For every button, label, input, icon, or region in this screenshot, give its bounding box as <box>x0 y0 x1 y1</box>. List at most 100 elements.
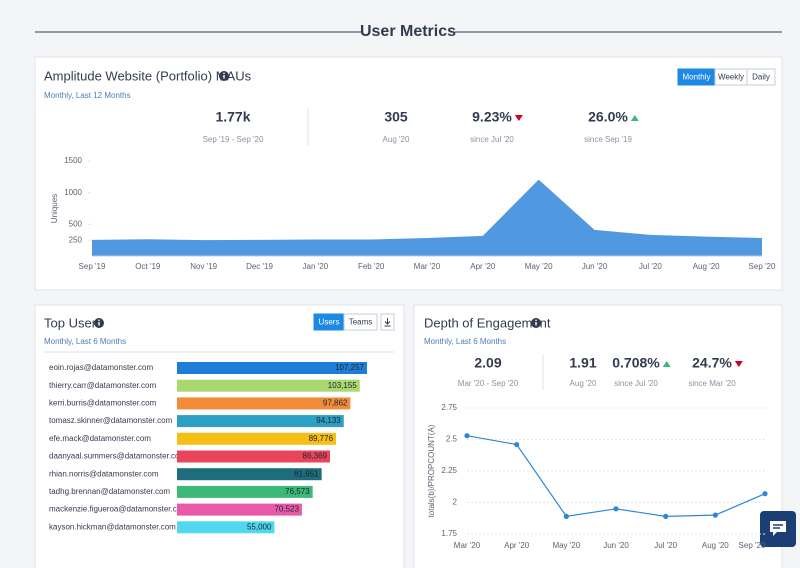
info-icon[interactable] <box>94 318 104 328</box>
user-label: mackenzie.figueroa@datamonster.com <box>49 505 188 514</box>
y-tick-label: 250 <box>69 235 83 244</box>
x-tick-label: Mar '20 <box>454 541 481 550</box>
panel-title: Top Users <box>44 315 103 330</box>
trend-arrow <box>662 361 671 367</box>
bar <box>177 485 313 498</box>
panel <box>413 304 783 568</box>
user-label: tadhg.brennan@datamonster.com <box>49 487 170 496</box>
panel-title: Amplitude Website (Portfolio) MAUs <box>44 68 252 83</box>
x-tick-label: Apr '20 <box>470 262 496 271</box>
download-button[interactable] <box>380 313 395 331</box>
y-axis-label: Uniques <box>50 194 59 223</box>
y-tick-label: 2 <box>453 498 458 507</box>
stat-label: Mar '20 - Sep '20 <box>458 379 519 388</box>
x-tick-label: Jun '20 <box>603 541 629 550</box>
x-tick-label: May '20 <box>552 541 580 550</box>
user-label: thierry.carr@datamonster.com <box>49 381 156 390</box>
point <box>514 441 520 448</box>
area <box>92 179 762 256</box>
y-tick-label: 1.75 <box>441 529 457 538</box>
point <box>762 491 768 497</box>
bar <box>177 450 330 463</box>
toggle-label: Monthly <box>682 73 710 82</box>
x-tick-label: Oct '19 <box>135 262 161 271</box>
stat-value: 9.23% <box>472 109 512 125</box>
bar <box>177 503 302 516</box>
bar-value-label: 97,862 <box>323 399 348 408</box>
info-icon[interactable] <box>219 71 229 81</box>
x-tick-label: Sep '19 <box>79 262 106 271</box>
bar <box>177 379 360 392</box>
chat-button[interactable] <box>760 511 796 547</box>
bar <box>177 432 337 445</box>
x-tick-label: Jan '20 <box>303 262 329 271</box>
toggle-button[interactable] <box>746 68 776 86</box>
x-tick-label: Jul '20 <box>654 541 677 550</box>
stat-value: 1.91 <box>569 355 596 371</box>
user-label: rhian.norris@datamonster.com <box>49 469 159 478</box>
point <box>663 513 669 519</box>
x-tick-label: Feb '20 <box>358 262 385 271</box>
panel-subtitle: Monthly, Last 6 Months <box>424 337 506 346</box>
stat-label: Aug '20 <box>570 379 597 388</box>
bar-value-label: 107,257 <box>335 363 364 372</box>
x-tick-label: May '20 <box>525 262 553 271</box>
bar <box>177 468 322 481</box>
x-tick-label: Aug '20 <box>693 262 720 271</box>
x-tick-label: Sep '20 <box>749 262 776 271</box>
stat-value: 26.0% <box>588 109 628 125</box>
point <box>563 513 569 519</box>
panel-subtitle: Monthly, Last 6 Months <box>44 337 126 346</box>
stat-label: since Jul '20 <box>614 379 658 388</box>
bar-value-label: 81,651 <box>294 469 319 478</box>
toggle-label: Daily <box>752 73 770 82</box>
trend-arrow <box>514 115 523 121</box>
trend-arrow <box>734 361 743 367</box>
toggle-button[interactable] <box>343 313 378 331</box>
user-label: daanyaal.summers@datamonster.com <box>49 452 186 461</box>
x-tick-label: Aug '20 <box>702 541 729 550</box>
panel-subtitle: Monthly, Last 12 Months <box>44 91 131 100</box>
bar <box>177 521 275 534</box>
bar-value-label: 70,523 <box>274 505 299 514</box>
stat-label: since Mar '20 <box>688 379 736 388</box>
stat-value: 0.708% <box>612 355 660 371</box>
trend-arrow <box>630 115 639 121</box>
point <box>464 433 470 439</box>
y-tick-label: 2.75 <box>441 403 457 412</box>
user-label: eoin.rojas@datamonster.com <box>49 363 154 372</box>
x-tick-label: Mar '20 <box>414 262 441 271</box>
x-tick-label: Jun '20 <box>582 262 608 271</box>
y-tick-label: 2.5 <box>446 435 458 444</box>
x-tick-label: Dec '19 <box>246 262 273 271</box>
bar-value-label: 55,000 <box>247 522 272 531</box>
point <box>712 512 718 518</box>
user-label: kayson.hickman@datamonster.com <box>49 522 176 531</box>
user-label: kerri.burris@datamonster.com <box>49 399 157 408</box>
bar-value-label: 94,133 <box>316 416 341 425</box>
bar-value-label: 86,369 <box>303 452 328 461</box>
bar <box>177 415 344 428</box>
info-icon[interactable] <box>531 318 541 328</box>
stat-value: 24.7% <box>692 355 732 371</box>
bar <box>177 362 367 374</box>
x-tick-label: Apr '20 <box>504 541 530 550</box>
stat-label: Sep '19 - Sep '20 <box>203 135 264 144</box>
stat-label: Aug '20 <box>383 135 410 144</box>
stat-value: 2.09 <box>474 355 501 371</box>
page-title: User Metrics <box>360 23 456 40</box>
toggle-label: Teams <box>349 318 373 327</box>
stat-value: 305 <box>384 109 408 125</box>
stat-value: 1.77k <box>215 109 250 125</box>
y-tick-label: 1500 <box>64 156 82 165</box>
user-label: efe.mack@datamonster.com <box>49 434 151 443</box>
toggle-label: Weekly <box>718 73 744 82</box>
stat-label: since Sep '19 <box>584 135 632 144</box>
toggle-label: Users <box>319 318 340 327</box>
bar <box>177 397 351 410</box>
panel-title: Depth of Engagement <box>424 315 551 330</box>
x-tick-label: Sep '20 <box>739 541 766 550</box>
point <box>613 506 619 512</box>
